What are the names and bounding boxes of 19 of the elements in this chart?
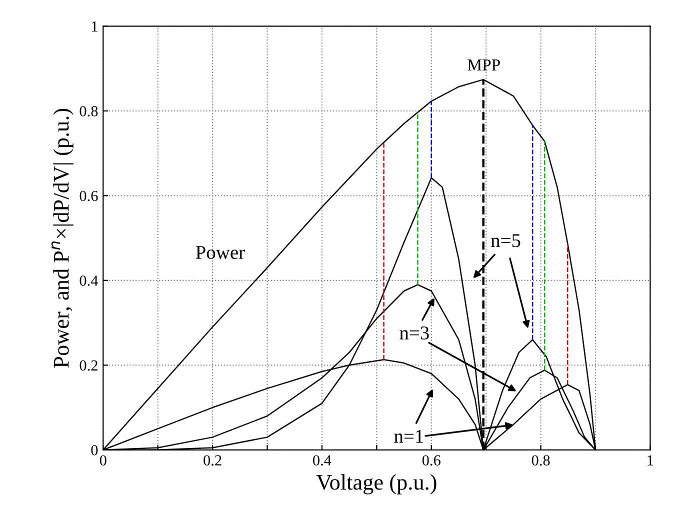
annotation: n=3	[400, 326, 429, 340]
x-tick-label: 0.2	[204, 455, 222, 466]
annotation: n=5	[491, 234, 520, 248]
x-tick-label: 0.4	[313, 455, 332, 466]
x-tick-label: 0.8	[532, 455, 550, 466]
y-tick-label: 0.8	[80, 106, 98, 116]
annotation: MPP	[468, 60, 500, 70]
y-tick-label: 0.4	[80, 276, 98, 286]
annotation: n=1	[394, 430, 423, 443]
annotation: Power	[196, 246, 245, 259]
y-axis-title: Power, and P$^{n}$×|dP/dV| (p.u.)	[51, 108, 74, 368]
x-axis-title: Voltage (p.u.)	[316, 474, 436, 494]
y-tick-label: 1	[92, 21, 98, 32]
x-tick-label: 1	[648, 455, 654, 466]
y-tick-label: 0.6	[80, 190, 98, 202]
y-tick-label: 0	[91, 445, 98, 456]
x-tick-label: 0.6	[422, 455, 440, 466]
x-tick-label: 0	[100, 455, 106, 466]
y-tick-label: 0.2	[80, 360, 98, 371]
